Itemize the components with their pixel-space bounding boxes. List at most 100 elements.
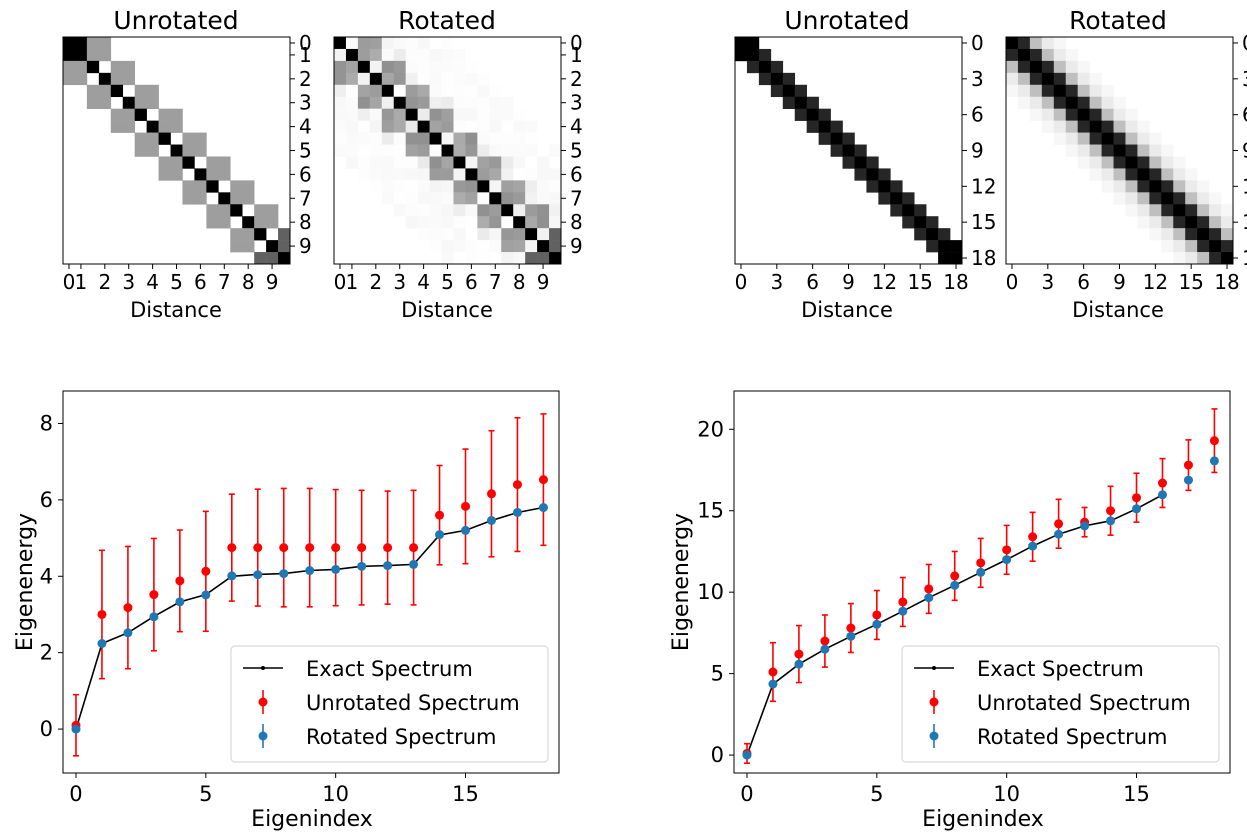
x-tick-label: 12	[1143, 270, 1168, 294]
heatmap-cell	[206, 204, 219, 217]
heatmap-cell	[453, 192, 466, 205]
heatmap-cell	[417, 180, 430, 193]
heatmap-cell	[465, 60, 478, 74]
heatmap-cell	[334, 37, 347, 50]
heatmap-cell	[381, 168, 395, 181]
heatmap-cell	[1173, 204, 1186, 217]
heatmap-cell	[441, 72, 454, 86]
heatmap-cell	[393, 204, 406, 217]
heatmap-cell	[525, 228, 538, 241]
heatmap-cell	[345, 144, 359, 157]
heatmap-cell	[429, 216, 442, 229]
x-tick-label: 1	[75, 270, 88, 294]
heatmap-cell	[1149, 228, 1162, 241]
heatmap-cell	[441, 180, 454, 193]
heatmap-cell	[345, 84, 359, 98]
y-tick-label: 9	[299, 234, 312, 258]
heatmap-cell	[98, 96, 112, 109]
unrotated-spectrum-point	[898, 597, 908, 607]
heatmap-cell	[146, 120, 159, 133]
unrotated-spectrum-point	[512, 480, 522, 490]
heatmap-cell	[1089, 132, 1102, 145]
heatmap-cell	[441, 216, 454, 229]
heatmap-cell	[230, 228, 243, 241]
heatmap-cell	[417, 72, 430, 86]
heatmap-cell	[429, 144, 442, 157]
heatmap-cell	[489, 192, 502, 205]
heatmap-cell	[1149, 216, 1162, 229]
heatmap-cell	[230, 192, 243, 205]
heatmap-cell	[393, 60, 406, 74]
heatmap-cell	[1006, 84, 1019, 98]
heatmap-cell	[1161, 144, 1174, 157]
heatmap-cell	[1173, 216, 1186, 229]
heatmap-cell	[230, 240, 243, 253]
heatmap-cell	[477, 132, 490, 145]
heatmap-cell	[405, 120, 418, 133]
heatmap-cell	[405, 156, 418, 169]
heatmap-cell	[1197, 228, 1210, 241]
heatmap-cell	[110, 60, 124, 74]
rotated-spectrum-point	[461, 525, 471, 535]
heatmap-cell	[158, 108, 171, 121]
heatmap-cell	[1077, 156, 1090, 169]
heatmap-cell	[1053, 132, 1067, 145]
heatmap-cell	[1089, 96, 1102, 109]
heatmap-cell	[902, 192, 915, 205]
x-tick-label: 5	[170, 270, 183, 294]
heatmap-cell	[489, 216, 502, 229]
heatmap-cell	[441, 204, 454, 217]
heatmap-cell	[1209, 252, 1222, 265]
y-axis-label: Eigenenergy	[13, 513, 38, 651]
heatmap-cell	[182, 144, 195, 157]
rotated-spectrum-point	[768, 679, 778, 689]
heatmap-cell	[146, 96, 159, 109]
heatmap-cell	[465, 120, 478, 133]
heatmap-cell	[1065, 132, 1078, 145]
heatmap-cell	[417, 108, 430, 121]
heatmap-xlabel: Distance	[401, 298, 493, 322]
heatmap-cell	[782, 96, 796, 109]
x-tick-label: 5	[441, 270, 454, 294]
spectrum-panels: 0 5 10 15 0 2 4 6 8 Exact Spectrum Unrotated Spect…	[40, 390, 1231, 806]
heatmap-cell	[513, 156, 526, 169]
heatmap-cell	[405, 168, 418, 181]
heatmap-cell	[890, 192, 903, 205]
heatmap-cell	[1089, 156, 1102, 169]
heatmap-cell	[1137, 132, 1150, 145]
heatmap-cell	[453, 60, 466, 74]
heatmap-cell	[1077, 72, 1090, 86]
heatmap-cell	[549, 228, 562, 241]
heatmap-cell	[1077, 144, 1090, 157]
y-tick-label: 8	[570, 210, 583, 234]
heatmap-cell	[369, 60, 383, 74]
heatmap-cell	[194, 180, 207, 193]
heatmap-cell	[357, 60, 371, 74]
heatmap-cell	[1029, 96, 1043, 109]
heatmap-cell	[417, 120, 430, 133]
heatmap-cell	[1101, 120, 1114, 133]
y-tick-label: 6	[40, 488, 53, 512]
heatmap-cell	[254, 228, 267, 241]
heatmap-cell	[429, 120, 442, 133]
heatmap-cell	[465, 168, 478, 181]
rotated-spectrum-point	[1209, 456, 1219, 466]
heatmap-cell	[74, 60, 88, 74]
y-tick-label: 3	[570, 91, 583, 115]
x-tick-label: 3	[1041, 270, 1054, 294]
heatmap-cell	[1125, 192, 1138, 205]
heatmap-cell	[1077, 132, 1090, 145]
heatmap-cell	[1065, 60, 1078, 74]
heatmap-cell	[334, 132, 347, 145]
heatmap-cell	[1053, 60, 1067, 74]
unrotated-spectrum-point	[1002, 545, 1012, 555]
heatmap-cell	[758, 60, 772, 74]
heatmap-cell	[477, 228, 490, 241]
heatmap-cell	[926, 240, 939, 253]
y-tick-label: 2	[299, 67, 312, 91]
heatmap-cell	[501, 228, 514, 241]
heatmap-cell	[429, 96, 442, 109]
heatmap-cell	[477, 180, 490, 193]
heatmap-cell	[1053, 96, 1067, 109]
heatmap-cell	[345, 156, 359, 169]
